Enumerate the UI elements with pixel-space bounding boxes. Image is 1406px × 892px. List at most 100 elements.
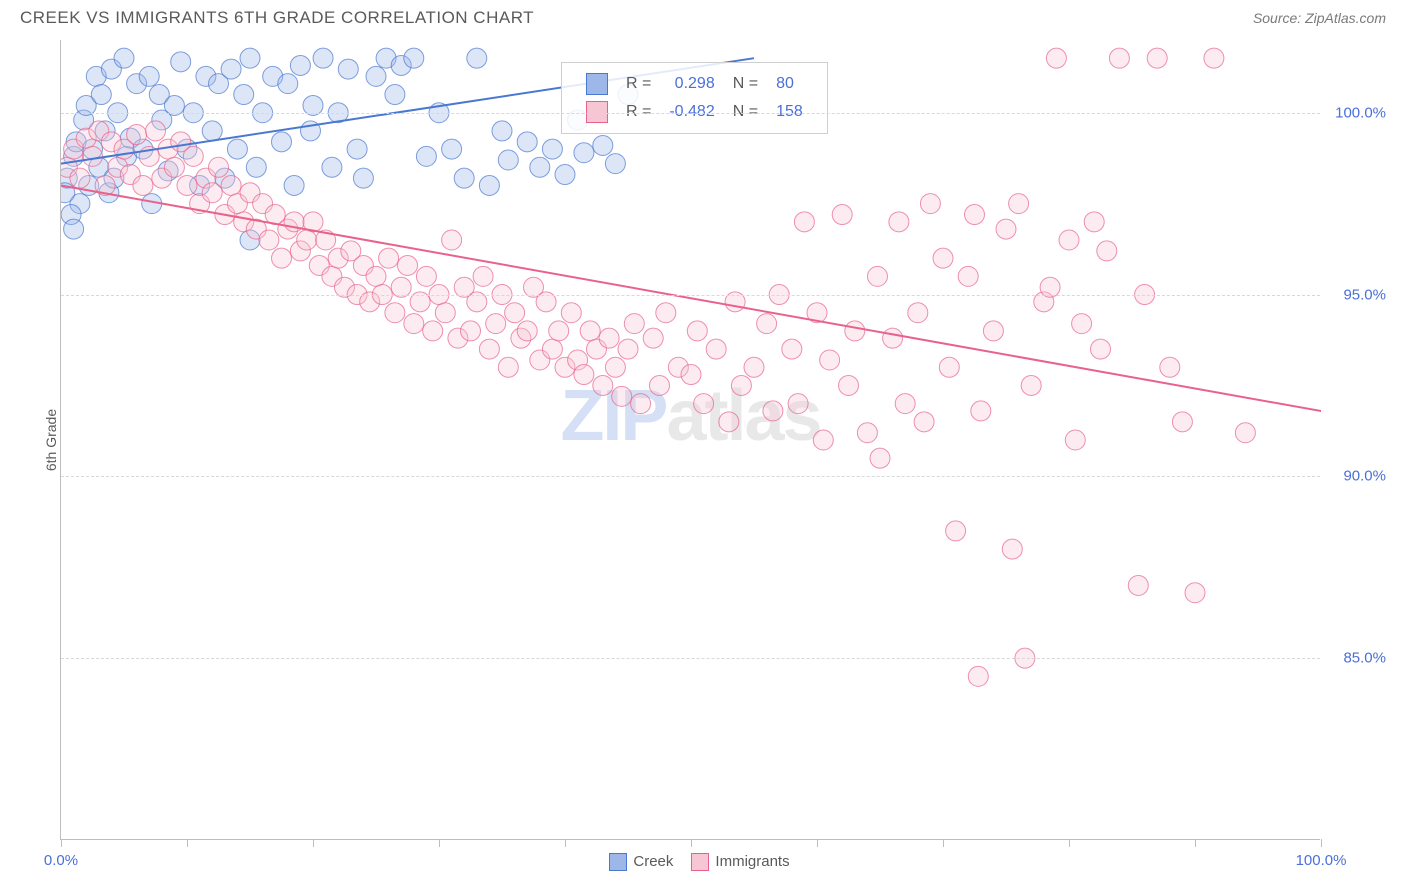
data-point bbox=[744, 357, 764, 377]
x-tick bbox=[817, 839, 818, 847]
data-point bbox=[656, 303, 676, 323]
data-point bbox=[813, 430, 833, 450]
data-point bbox=[757, 314, 777, 334]
chart-header: CREEK VS IMMIGRANTS 6TH GRADE CORRELATIO… bbox=[0, 0, 1406, 32]
legend-label: Immigrants bbox=[715, 853, 789, 870]
data-point bbox=[498, 357, 518, 377]
data-point bbox=[83, 146, 103, 166]
data-point bbox=[794, 212, 814, 232]
legend-swatch bbox=[691, 853, 709, 871]
data-point bbox=[1160, 357, 1180, 377]
data-point bbox=[70, 168, 90, 188]
gridline bbox=[61, 476, 1320, 477]
y-tick-label: 90.0% bbox=[1343, 468, 1386, 485]
data-point bbox=[1235, 423, 1255, 443]
data-point bbox=[839, 375, 859, 395]
data-point bbox=[908, 303, 928, 323]
x-tick bbox=[187, 839, 188, 847]
y-axis-label: 6th Grade bbox=[43, 409, 59, 471]
data-point bbox=[1084, 212, 1104, 232]
data-point bbox=[517, 321, 537, 341]
data-point bbox=[416, 146, 436, 166]
data-point bbox=[517, 132, 537, 152]
data-point bbox=[461, 321, 481, 341]
data-point bbox=[366, 266, 386, 286]
data-point bbox=[1091, 339, 1111, 359]
data-point bbox=[1009, 194, 1029, 214]
x-tick bbox=[313, 839, 314, 847]
gridline bbox=[61, 295, 1320, 296]
data-point bbox=[1065, 430, 1085, 450]
data-point bbox=[177, 175, 197, 195]
data-point bbox=[164, 157, 184, 177]
x-tick bbox=[565, 839, 566, 847]
x-tick-label: 100.0% bbox=[1296, 852, 1347, 869]
y-tick-label: 85.0% bbox=[1343, 650, 1386, 667]
data-point bbox=[114, 48, 134, 68]
data-point bbox=[313, 48, 333, 68]
data-point bbox=[379, 248, 399, 268]
r-value: 0.298 bbox=[661, 71, 722, 97]
data-point bbox=[91, 85, 111, 105]
data-point bbox=[914, 412, 934, 432]
data-point bbox=[479, 339, 499, 359]
data-point bbox=[549, 321, 569, 341]
correlation-legend: R =0.298N =80R =-0.482N =158 bbox=[561, 62, 828, 134]
data-point bbox=[202, 121, 222, 141]
data-point bbox=[246, 157, 266, 177]
data-point bbox=[650, 375, 670, 395]
data-point bbox=[889, 212, 909, 232]
data-point bbox=[530, 157, 550, 177]
chart-source: Source: ZipAtlas.com bbox=[1253, 10, 1386, 26]
data-point bbox=[561, 303, 581, 323]
data-point bbox=[706, 339, 726, 359]
data-point bbox=[939, 357, 959, 377]
data-point bbox=[385, 303, 405, 323]
chart-title: CREEK VS IMMIGRANTS 6TH GRADE CORRELATIO… bbox=[20, 8, 534, 28]
data-point bbox=[221, 59, 241, 79]
legend-swatch bbox=[609, 853, 627, 871]
data-point bbox=[227, 139, 247, 159]
series-legend: CreekImmigrants bbox=[61, 853, 1320, 871]
data-point bbox=[1097, 241, 1117, 261]
data-point bbox=[763, 401, 783, 421]
data-point bbox=[694, 394, 714, 414]
data-point bbox=[643, 328, 663, 348]
data-point bbox=[895, 394, 915, 414]
data-point bbox=[171, 52, 191, 72]
correlation-row: R =0.298N =80 bbox=[578, 71, 811, 97]
data-point bbox=[612, 386, 632, 406]
x-tick bbox=[61, 839, 62, 847]
data-point bbox=[1021, 375, 1041, 395]
data-point bbox=[347, 139, 367, 159]
n-label: N = bbox=[725, 71, 766, 97]
data-point bbox=[580, 321, 600, 341]
data-point bbox=[297, 230, 317, 250]
data-point bbox=[278, 74, 298, 94]
r-label: R = bbox=[618, 71, 659, 97]
legend-swatch bbox=[586, 73, 608, 95]
data-point bbox=[209, 157, 229, 177]
data-point bbox=[1185, 583, 1205, 603]
data-point bbox=[454, 168, 474, 188]
data-point bbox=[605, 357, 625, 377]
data-point bbox=[442, 230, 462, 250]
data-point bbox=[687, 321, 707, 341]
data-point bbox=[442, 139, 462, 159]
data-point bbox=[416, 266, 436, 286]
data-point bbox=[867, 266, 887, 286]
data-point bbox=[968, 666, 988, 686]
data-point bbox=[284, 175, 304, 195]
chart-area: 6th Grade ZIPatlas R =0.298N =80R =-0.48… bbox=[46, 40, 1386, 840]
data-point bbox=[240, 48, 260, 68]
data-point bbox=[1204, 48, 1224, 68]
data-point bbox=[404, 48, 424, 68]
data-point bbox=[1046, 48, 1066, 68]
data-point bbox=[1109, 48, 1129, 68]
data-point bbox=[404, 314, 424, 334]
data-point bbox=[782, 339, 802, 359]
data-point bbox=[870, 448, 890, 468]
data-point bbox=[435, 303, 455, 323]
data-point bbox=[492, 121, 512, 141]
gridline bbox=[61, 113, 1320, 114]
